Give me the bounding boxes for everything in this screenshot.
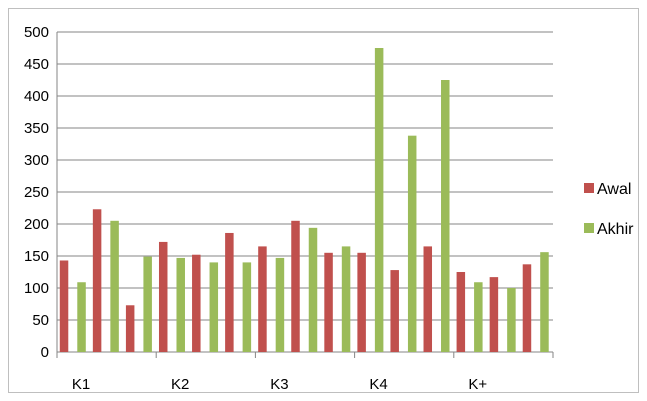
- legend-label-awal: Awal: [597, 181, 631, 198]
- bar-akhir: [341, 246, 351, 352]
- bar-akhir: [540, 252, 549, 352]
- bar-awal: [158, 241, 168, 352]
- bar-awal: [92, 209, 102, 352]
- bar-akhir: [441, 80, 450, 352]
- y-tick-label: 250: [24, 184, 49, 201]
- bar-awal: [225, 232, 234, 352]
- bar-awal: [324, 252, 333, 352]
- bar-awal: [258, 246, 267, 352]
- legend-swatch-akhir: [584, 223, 594, 233]
- bar-awal: [357, 252, 366, 352]
- y-tick-label: 200: [24, 216, 49, 233]
- y-tick-label: 450: [24, 56, 49, 73]
- bar-akhir: [507, 288, 516, 352]
- bar-awal: [489, 277, 499, 352]
- chart-frame: [8, 8, 639, 393]
- bar-akhir: [474, 282, 483, 352]
- y-tick-label: 100: [24, 280, 49, 297]
- legend-swatch-awal: [584, 183, 594, 193]
- bars: [59, 48, 549, 352]
- x-tick-label: K3: [270, 376, 288, 393]
- bar-akhir: [242, 262, 252, 352]
- bar-akhir: [77, 282, 86, 352]
- x-tick-label: K+: [468, 376, 487, 393]
- bar-awal: [125, 305, 135, 352]
- y-tick-label: 300: [24, 152, 49, 169]
- bar-akhir: [209, 262, 219, 352]
- y-tick-label: 0: [41, 344, 49, 361]
- bar-akhir: [110, 220, 119, 352]
- x-tick-label: K4: [369, 376, 387, 393]
- bar-awal: [390, 270, 399, 352]
- bar-awal: [456, 272, 466, 352]
- legend-label-akhir: Akhir: [597, 221, 634, 238]
- bar-akhir: [407, 135, 417, 352]
- bar-akhir: [143, 256, 152, 352]
- bar-awal: [522, 264, 532, 352]
- y-tick-label: 500: [24, 24, 49, 41]
- y-tick-label: 150: [24, 248, 49, 265]
- bar-akhir: [308, 227, 318, 352]
- bar-awal: [192, 254, 201, 352]
- bar-akhir: [176, 257, 185, 352]
- bar-awal: [423, 246, 433, 352]
- x-tick-label: K1: [72, 376, 90, 393]
- y-tick-label: 350: [24, 120, 49, 137]
- gridlines: [57, 31, 553, 353]
- bar-awal: [291, 220, 300, 352]
- y-tick-label: 400: [24, 88, 49, 105]
- x-axis: K1 K2 K3 K4 K+: [56, 352, 554, 393]
- bar-awal: [59, 260, 69, 352]
- bar-akhir: [374, 48, 384, 352]
- y-axis: 0 50 100 150 200 250 300 350 400 450 500: [24, 24, 58, 361]
- x-tick-label: K2: [171, 376, 189, 393]
- bar-akhir: [275, 257, 285, 352]
- y-tick-label: 50: [32, 312, 49, 329]
- legend: Awal Akhir: [584, 181, 634, 238]
